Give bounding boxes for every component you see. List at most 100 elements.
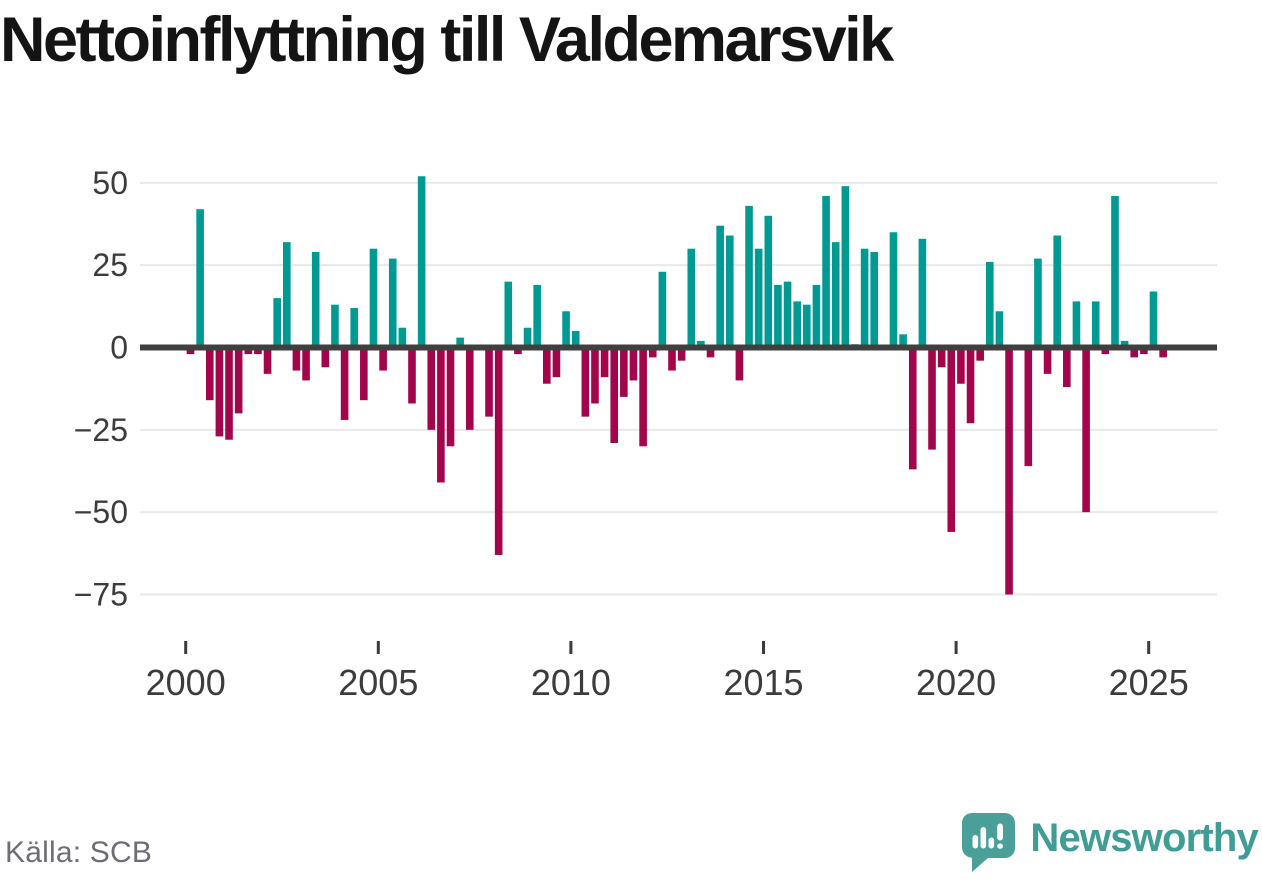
bar-2000-q2	[196, 209, 204, 348]
bar-2001-q3	[244, 347, 253, 355]
bar-2000-q3	[205, 347, 214, 401]
bar-2018-q2	[889, 232, 898, 348]
bar-2000-q1	[186, 347, 195, 355]
bar-2018-q3	[899, 334, 907, 348]
bar-2006-q2	[427, 347, 436, 430]
x-tick-label-2015: 2015	[723, 662, 803, 703]
y-tick-label--75: −75	[74, 576, 128, 612]
bar-2004-q4	[369, 248, 378, 348]
bar-2017-q3	[860, 248, 869, 348]
bar-2005-q2	[388, 258, 397, 348]
bar-2013-q3	[706, 347, 715, 358]
newsworthy-brand: Newsworthy	[961, 812, 1259, 873]
bar-2015-q3	[783, 281, 792, 348]
bar-2022-q1	[1034, 258, 1042, 348]
bar-2004-q3	[360, 347, 368, 401]
bar-2022-q3	[1053, 235, 1061, 348]
x-tick-label-2025: 2025	[1109, 662, 1189, 703]
bar-2014-q2	[735, 347, 744, 381]
bar-2012-q4	[677, 347, 686, 361]
bar-2013-q4	[716, 225, 724, 348]
bar-2003-q2	[311, 252, 320, 348]
bar-2019-q3	[937, 347, 946, 368]
bar-2012-q2	[658, 271, 667, 348]
bar-2024-q4	[1140, 347, 1148, 355]
bar-2019-q4	[947, 347, 956, 532]
bar-2017-q1	[841, 186, 850, 348]
bar-2019-q2	[928, 347, 936, 450]
bar-2010-q3	[591, 347, 599, 404]
y-tick-label--50: −50	[74, 494, 128, 530]
bar-2016-q3	[822, 196, 830, 348]
bar-2002-q1	[263, 347, 272, 374]
bar-2020-q1	[957, 347, 965, 384]
bar-2023-q4	[1101, 347, 1110, 355]
bar-2016-q4	[831, 242, 840, 348]
newsworthy-wordmark: Newsworthy	[1030, 816, 1258, 860]
bar-2014-q4	[754, 248, 763, 348]
bar-2022-q2	[1043, 347, 1052, 374]
bar-2007-q1	[456, 337, 464, 348]
bar-2020-q3	[976, 347, 984, 361]
bar-2007-q2	[465, 347, 474, 430]
bar-2002-q4	[292, 347, 301, 371]
bar-2011-q3	[629, 347, 638, 381]
bar-2004-q2	[350, 307, 359, 348]
bar-2011-q2	[620, 347, 628, 397]
bar-2022-q4	[1063, 347, 1071, 388]
bar-2007-q4	[485, 347, 493, 417]
bar-2001-q2	[234, 347, 243, 414]
bar-2006-q4	[446, 347, 455, 447]
y-tick-label--25: −25	[74, 412, 128, 448]
bar-2012-q3	[668, 347, 676, 371]
chart-title: Nettoinflyttning till Valdemarsvik	[0, 5, 894, 75]
y-tick-label-50: 50	[92, 165, 128, 201]
bar-2019-q1	[918, 238, 927, 348]
bar-2025-q2	[1159, 347, 1167, 358]
bar-2005-q1	[379, 347, 387, 371]
bar-2009-q4	[562, 311, 570, 348]
bar-2011-q4	[639, 347, 647, 447]
bar-2003-q4	[331, 304, 339, 348]
logo-bar-2	[980, 827, 987, 849]
bar-2001-q1	[225, 347, 233, 440]
bar-2009-q2	[543, 347, 551, 384]
bar-2012-q1	[648, 347, 657, 358]
bar-2009-q1	[533, 284, 541, 348]
bar-2003-q1	[302, 347, 310, 381]
bar-2008-q3	[514, 347, 522, 355]
bar-2005-q4	[408, 347, 416, 404]
bar-2005-q3	[398, 327, 407, 348]
bar-2025-q1	[1149, 291, 1158, 348]
bar-2013-q1	[687, 248, 696, 348]
bar-2021-q1	[995, 311, 1004, 348]
bar-2016-q1	[803, 304, 811, 348]
bar-2021-q4	[1024, 347, 1033, 467]
bar-2020-q4	[985, 261, 994, 348]
bar-2011-q1	[610, 347, 619, 443]
source-note: Källa: SCB	[5, 836, 153, 869]
bar-2004-q1	[340, 347, 349, 420]
bar-2008-q4	[523, 327, 532, 348]
bar-2009-q3	[552, 347, 561, 378]
bar-2020-q2	[966, 347, 975, 424]
bar-2010-q4	[600, 347, 609, 378]
bar-2014-q1	[725, 235, 734, 348]
bar-2024-q2	[1120, 340, 1129, 348]
x-tick-label-2005: 2005	[338, 662, 418, 703]
bar-2008-q1	[494, 347, 503, 555]
logo-exclamation-stem	[997, 823, 1004, 841]
bar-2024-q3	[1130, 347, 1139, 358]
bar-2015-q4	[793, 301, 801, 348]
bar-2015-q2	[774, 284, 782, 348]
x-tick-label-2000: 2000	[146, 662, 226, 703]
bar-2023-q1	[1072, 301, 1081, 348]
bar-2013-q2	[697, 340, 705, 348]
bar-2023-q3	[1091, 301, 1100, 348]
bar-2000-q4	[215, 347, 224, 437]
newsworthy-logo-icon	[962, 813, 1016, 872]
bar-2002-q3	[283, 242, 291, 348]
bar-2015-q1	[764, 215, 773, 348]
bar-2010-q2	[581, 347, 590, 417]
bar-2018-q4	[908, 347, 917, 470]
